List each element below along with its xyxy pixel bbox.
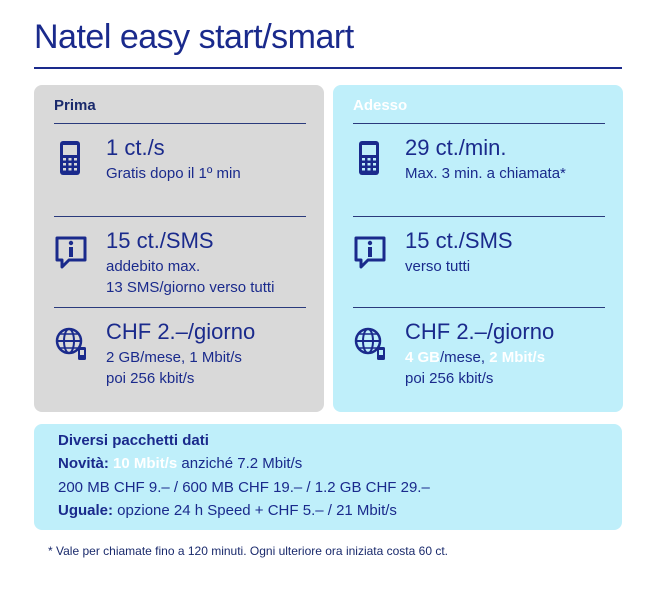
panel-before-header: Prima [54, 97, 96, 114]
data-packages-box: Diversi pacchetti dati Novità: 10 Mbit/s… [34, 424, 622, 530]
packages-line: 200 MB CHF 9.– / 600 MB CHF 19.– / 1.2 G… [58, 479, 430, 496]
calls-price: 1 ct./s [106, 135, 165, 160]
mobile-phone-icon [359, 141, 379, 175]
page-title: Natel easy start/smart [34, 18, 354, 56]
globe-data-icon [354, 327, 385, 360]
sms-info-icon [55, 236, 87, 269]
footnote: * Vale per chiamate fino a 120 minuti. O… [48, 544, 448, 558]
row-calls-before: 1 ct./s Gratis dopo il 1º min [54, 135, 319, 215]
uguale-line: Uguale: opzione 24 h Speed + CHF 5.– / 2… [58, 502, 397, 519]
sms-info-icon [354, 236, 386, 269]
panel-before: Prima 1 ct./s Gratis dopo il 1º min 15 c… [34, 85, 324, 412]
row-calls-now: 29 ct./min. Max. 3 min. a chiamata* [353, 135, 618, 215]
row-data-now: CHF 2.–/giorno 4 GB/mese, 2 Mbit/s poi 2… [353, 319, 618, 409]
sms-detail-1: verso tutti [405, 258, 471, 275]
divider [353, 307, 605, 308]
mobile-phone-icon [60, 141, 80, 175]
data-price: CHF 2.–/giorno [405, 319, 555, 344]
sms-price: 15 ct./SMS [106, 228, 214, 253]
panel-now: Adesso 29 ct./min. Max. 3 min. a chiamat… [333, 85, 623, 412]
divider [54, 216, 306, 217]
calls-detail: Max. 3 min. a chiamata* [405, 165, 566, 182]
divider [54, 307, 306, 308]
data-detail-1: 2 GB/mese, 1 Mbit/s [106, 349, 242, 366]
row-sms-before: 15 ct./SMS addebito max. 13 SMS/giorno v… [54, 228, 319, 308]
novita-label: Novità: [58, 455, 109, 472]
divider [353, 216, 605, 217]
title-divider [34, 67, 622, 69]
sms-detail-1: addebito max. [106, 258, 201, 275]
data-price: CHF 2.–/giorno [106, 319, 256, 344]
globe-data-icon [55, 327, 86, 360]
data-detail-mid: /mese, [440, 349, 490, 366]
data-detail-2: poi 256 kbit/s [106, 370, 195, 387]
panel-now-header: Adesso [353, 97, 408, 114]
uguale-label: Uguale: [58, 502, 114, 519]
calls-price: 29 ct./min. [405, 135, 507, 160]
data-volume-highlight: 4 GB [405, 349, 441, 366]
divider [353, 123, 605, 124]
novita-highlight: 10 Mbit/s [113, 455, 178, 472]
divider [54, 123, 306, 124]
sms-detail-2: 13 SMS/giorno verso tutti [106, 279, 275, 296]
calls-detail: Gratis dopo il 1º min [106, 165, 241, 182]
data-detail-2: poi 256 kbit/s [405, 370, 494, 387]
row-sms-now: 15 ct./SMS verso tutti [353, 228, 618, 308]
novita-line: Novità: 10 Mbit/s anziché 7.2 Mbit/s [58, 455, 302, 472]
row-data-before: CHF 2.–/giorno 2 GB/mese, 1 Mbit/s poi 2… [54, 319, 319, 409]
sms-price: 15 ct./SMS [405, 228, 513, 253]
packages-heading: Diversi pacchetti dati [58, 432, 209, 449]
novita-rest: anziché 7.2 Mbit/s [177, 455, 303, 472]
data-detail-1: 4 GB/mese, 2 Mbit/s [405, 347, 545, 368]
data-speed-highlight: 2 Mbit/s [489, 349, 546, 366]
uguale-rest: opzione 24 h Speed + CHF 5.– / 21 Mbit/s [113, 502, 397, 519]
